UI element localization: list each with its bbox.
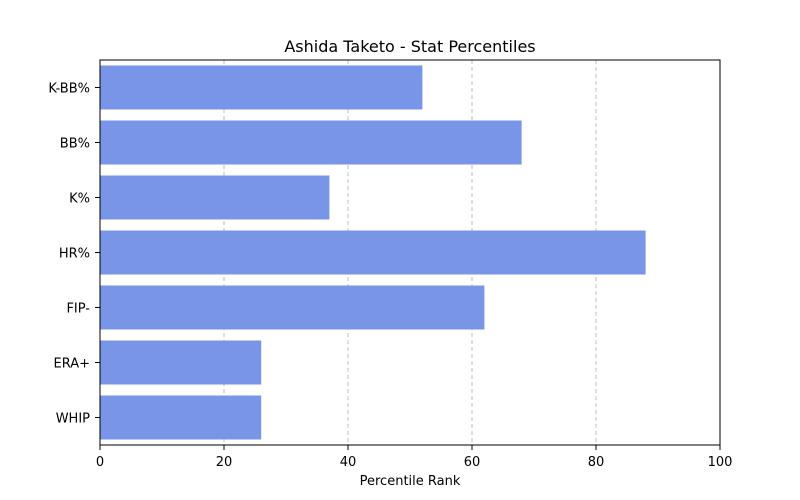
x-tick-label: 40 xyxy=(340,455,357,470)
bars xyxy=(100,65,646,440)
x-tick-label: 0 xyxy=(96,455,104,470)
bar xyxy=(100,340,262,385)
y-axis: K-BB% BB% K% HR% FIP- ERA+ WHIP xyxy=(48,82,100,427)
x-tick-label: 80 xyxy=(588,455,605,470)
y-tick-label: FIP- xyxy=(66,302,90,317)
bar xyxy=(100,230,646,275)
y-tick-label: ERA+ xyxy=(53,357,90,372)
bar xyxy=(100,65,423,110)
x-tick-label: 20 xyxy=(216,455,233,470)
bar xyxy=(100,175,330,220)
x-axis-label: Percentile Rank xyxy=(360,474,461,489)
y-tick-label: HR% xyxy=(59,247,90,262)
x-tick-label: 60 xyxy=(464,455,481,470)
x-tick-label: 100 xyxy=(708,455,733,470)
y-tick-label: WHIP xyxy=(56,412,90,427)
y-tick-label: K-BB% xyxy=(48,82,90,97)
bar xyxy=(100,120,522,165)
bar xyxy=(100,285,485,330)
bar xyxy=(100,395,262,440)
y-tick-label: BB% xyxy=(60,137,90,152)
x-axis: 0 20 40 60 80 100 xyxy=(96,445,733,470)
chart-title: Ashida Taketo - Stat Percentiles xyxy=(284,37,535,56)
y-tick-label: K% xyxy=(69,192,90,207)
